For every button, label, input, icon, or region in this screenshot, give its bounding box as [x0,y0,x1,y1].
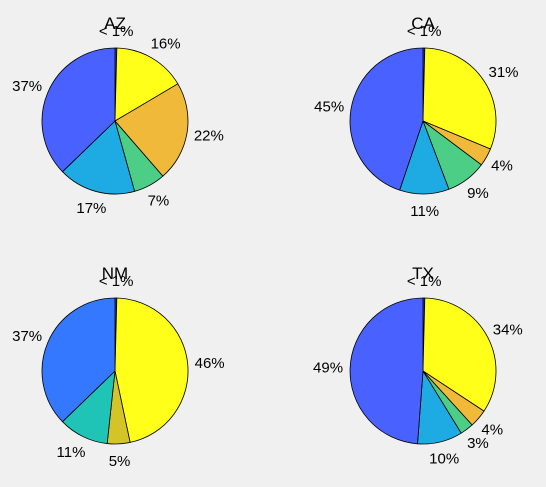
slice-percent-label: 45% [314,98,344,115]
slice-percent-label: < 1% [407,23,442,40]
slice-percent-label: 31% [488,64,518,81]
slice-percent-label: 46% [195,355,225,372]
pie-slice [114,297,189,443]
pie-title: CA [411,14,435,33]
pie-slice [114,83,189,177]
slice-percent-label: 49% [313,360,343,377]
pie-slice [349,47,424,191]
pie-slice [41,297,116,423]
slice-percent-label: 5% [109,453,131,470]
slice-percent-label: 37% [12,78,42,95]
pie-chart-ca: < 1% 31% 4%9% 11% 45% CA [314,14,518,220]
slice-percent-label: 11% [410,203,439,220]
slice-percent-label: < 1% [99,273,134,290]
slice-percent-label: 16% [151,35,181,52]
pie-chart-nm: < 1% 46% 5% 11% 37% NM [12,264,225,470]
slice-percent-label: < 1% [407,273,442,290]
slice-percent-label: 10% [429,450,459,467]
pie-slice [62,120,135,195]
slice-percent-label: 22% [194,127,224,144]
slice-percent-label: 11% [57,444,86,461]
pie-chart-tx: < 1% 34% 4%3% 10% 49% TX [313,264,523,467]
pie-slice [349,297,424,445]
slice-percent-label: 4% [491,158,513,175]
slice-percent-label: 17% [76,200,106,217]
slice-percent-label: < 1% [99,23,134,40]
pie-title: TX [412,264,434,283]
slice-percent-label: 34% [493,321,523,338]
pie-slice [41,47,116,173]
pie-slice [114,47,179,122]
slice-percent-label: 7% [148,192,170,209]
pie-chart-az: < 1% 16% 22% 7% 17% 37% AZ [12,14,224,217]
slice-percent-label: 37% [12,328,42,345]
slice-percent-label: 3% [467,435,489,452]
slice-percent-label: 9% [467,185,489,202]
pie-title: AZ [104,14,126,33]
slice-percent-label: 4% [481,421,503,438]
pie-title: NM [102,264,128,283]
pie-slice [422,47,497,150]
